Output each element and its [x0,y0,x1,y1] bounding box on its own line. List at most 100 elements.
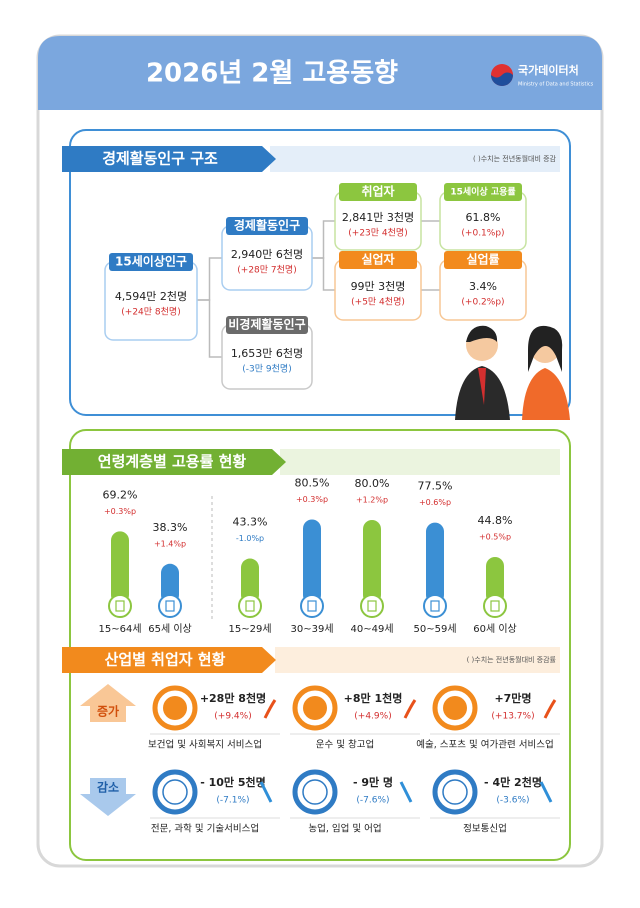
value-label: 69.2% [103,488,138,501]
industry-label: 운수 및 창고업 [316,739,374,751]
node-value: 3.4% [469,280,497,293]
node-value: 1,653만 6천명 [231,346,303,360]
change-label: +1.2%p [356,496,388,505]
node-head [339,251,417,269]
group-arrow [80,684,136,722]
industry-label: 전문, 과학 및 기술서비스업 [151,823,259,835]
node-change: (+23만 4천명) [348,228,407,239]
bar [161,563,179,604]
age-icon-glyph [490,600,500,612]
age-icon-glyph [430,600,440,612]
category-label: 60세 이상 [473,623,517,635]
node-change: (-3만 9천명) [242,363,291,374]
industry-icon-inner [303,696,327,720]
industry-icon-inner [302,779,328,805]
change-label: +0.3%p [296,495,328,504]
industry-value: +7만명 [494,691,531,705]
category-label: 15~29세 [228,623,271,635]
value-label: 44.8% [478,514,513,527]
node-head [226,217,308,235]
industry-change: (+4.9%) [354,712,391,722]
category-label: 15~64세 [98,623,141,635]
value-label: 77.5% [418,480,453,493]
node-head [109,253,193,271]
age-icon [360,594,384,618]
industry-change: (+9.4%) [214,712,251,722]
value-label: 80.0% [355,477,390,490]
trend-arrow [263,699,277,719]
industry-change: (-3.6%) [496,796,529,806]
node-label: 실업률 [466,252,499,267]
industry-value: +28만 8천명 [200,691,266,705]
header-title: 2026년 2월 고용동향 [146,59,398,89]
node-change: (+28만 7천명) [237,264,296,275]
node-value: 61.8% [466,211,501,224]
node-value: 4,594만 2천명 [115,289,187,303]
age-bar [280,449,560,475]
node-head [339,183,417,201]
node-head [226,316,308,334]
category-label: 40~49세 [350,623,393,635]
industry-label: 보건업 및 사회복지 서비스업 [148,739,262,751]
structure-tab [62,146,276,172]
trend-arrow [543,699,557,719]
connector [197,299,222,358]
industry-icon-inner [443,696,467,720]
trend-arrow [399,781,413,803]
node-change: (+0.2%p) [461,298,504,308]
group-arrow [80,778,136,816]
section-title: 경제활동인구 구조 [102,150,218,168]
node-change: (+0.1%p) [461,229,504,239]
age-icon-glyph [245,600,255,612]
value-label: 38.3% [153,521,188,534]
age-icon-glyph [307,600,317,612]
age-icon [108,594,132,618]
change-label: +0.6%p [419,498,451,507]
node-label: 실업자 [361,252,394,267]
industry-change: (-7.1%) [216,796,249,806]
industry-tab [62,647,276,673]
header-band [38,36,602,110]
bar [241,558,259,604]
node-label: 경제활동인구 [234,218,300,233]
industry-icon-inner [442,779,468,805]
node-value: 2,940만 6천명 [231,247,303,261]
industry-bar [275,647,560,673]
industry-value: - 9만 명 [353,775,393,789]
category-label: 65세 이상 [148,623,192,635]
node-head [444,183,522,201]
trend-arrow [403,699,417,719]
age-tab [62,449,286,475]
node-label: 15세이상 고용률 [450,186,515,198]
logo-text: 국가데이터처 [518,63,579,77]
value-label: 80.5% [295,476,330,489]
category-label: 50~59세 [413,623,456,635]
age-icon [158,594,182,618]
industry-icon-inner [163,696,187,720]
node-change: (+24만 8천명) [121,307,180,318]
change-label: +0.5%p [479,532,511,541]
node-label: 15세이상인구 [115,254,187,269]
node-head [444,251,522,269]
node-label: 비경제활동인구 [228,317,305,332]
age-icon [300,594,324,618]
node-label: 취업자 [361,184,394,199]
node-value: 2,841만 3천명 [342,210,414,224]
industry-icon-inner [162,779,188,805]
change-label: +1.4%p [154,539,186,548]
change-label: -1.0%p [236,534,264,543]
age-box [69,429,571,861]
age-icon [423,594,447,618]
industry-label: 정보통신업 [463,823,507,835]
node-value: 99만 3천명 [351,279,406,293]
bar [363,520,381,604]
people [455,325,570,420]
note: ( )수치는 전년동월대비 증감률 [467,655,557,664]
industry-label: 농업, 임업 및 어업 [308,823,381,835]
section-title: 연령계층별 고용률 현황 [98,453,247,471]
industry-change: (-7.6%) [356,796,389,806]
value-label: 43.3% [233,516,268,529]
age-icon-glyph [115,600,125,612]
